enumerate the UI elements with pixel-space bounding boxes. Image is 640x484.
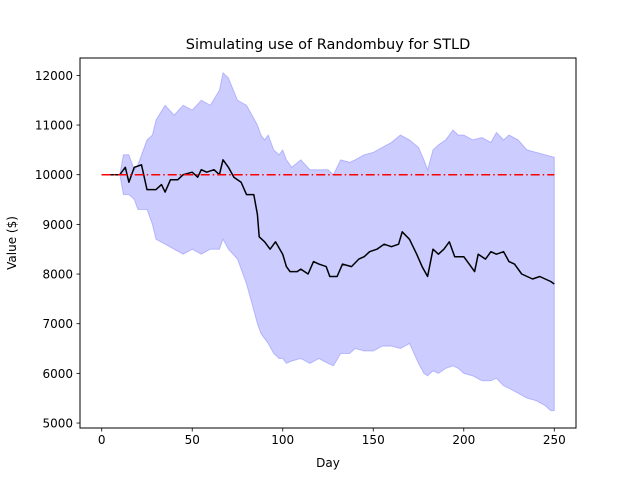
y-axis-ticks: 5000 6000 7000 8000 9000 10000 11000 12000 (35, 69, 80, 431)
y-tick-label: 6000 (42, 367, 73, 381)
x-tick-label: 250 (543, 433, 566, 447)
chart-title: Simulating use of Randombuy for STLD (186, 37, 471, 53)
x-tick-label: 200 (452, 433, 475, 447)
confidence-band (101, 71, 555, 412)
x-tick-label: 0 (98, 433, 106, 447)
y-tick-label: 12000 (35, 69, 73, 83)
x-axis-ticks: 0 50 100 150 200 250 (98, 428, 566, 447)
x-tick-label: 150 (362, 433, 385, 447)
series-layer (101, 159, 555, 285)
confidence-band-layer (101, 71, 555, 412)
y-tick-label: 8000 (42, 268, 73, 282)
x-tick-label: 50 (185, 433, 200, 447)
axes-frame (79, 57, 577, 429)
x-axis-label: Day (316, 456, 340, 470)
x-tick-label: 100 (271, 433, 294, 447)
y-tick-label: 10000 (35, 168, 73, 182)
y-axis-label: Value ($) (5, 216, 19, 270)
y-tick-label: 9000 (42, 218, 73, 232)
mean-value-line (101, 159, 555, 285)
y-tick-label: 7000 (42, 317, 73, 331)
y-tick-label: 5000 (42, 417, 73, 431)
y-tick-label: 11000 (35, 119, 73, 133)
